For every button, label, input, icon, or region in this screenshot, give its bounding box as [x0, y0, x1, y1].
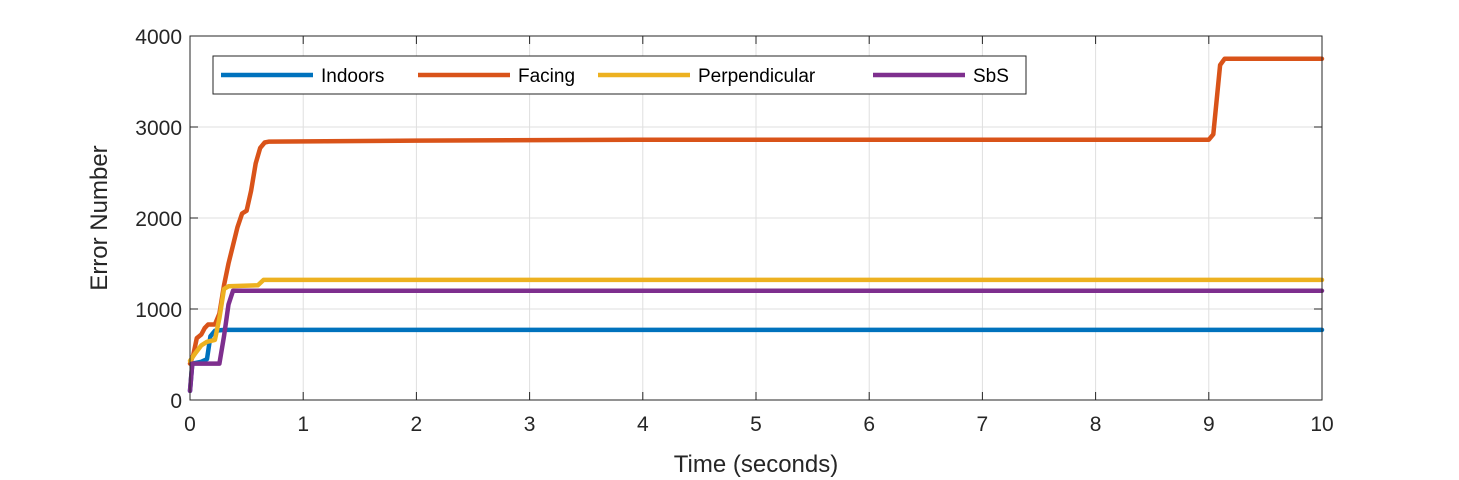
legend-label-perpendicular: Perpendicular: [698, 66, 816, 87]
y-tick-label: 3000: [135, 117, 182, 140]
y-tick-label: 0: [170, 390, 182, 413]
legend-label-sbs: SbS: [973, 66, 1009, 87]
x-tick-label: 9: [1203, 413, 1215, 436]
x-tick-label: 5: [750, 413, 762, 436]
x-tick-label: 0: [184, 413, 196, 436]
y-tick-label: 2000: [135, 208, 182, 231]
legend: Indoors Facing Perpendicular SbS: [212, 55, 1027, 95]
legend-label-facing: Facing: [518, 66, 575, 87]
x-tick-label: 7: [977, 413, 989, 436]
x-tick-label: 6: [863, 413, 875, 436]
x-tick-label: 2: [411, 413, 423, 436]
series-lines: [187, 56, 1325, 394]
y-axis-label: Error Number: [86, 145, 113, 290]
x-axis-label: Time (seconds): [674, 451, 838, 478]
series-line-sbs: [187, 288, 1325, 394]
x-tick-label: 3: [524, 413, 536, 436]
y-tick-label: 1000: [135, 299, 182, 322]
x-tick-label: 8: [1090, 413, 1102, 436]
legend-label-indoors: Indoors: [321, 66, 384, 87]
x-tick-label: 10: [1310, 413, 1333, 436]
y-tick-label: 4000: [135, 26, 182, 49]
axis-ticks: [189, 35, 1323, 401]
series-line-facing: [187, 56, 1325, 366]
series-line-perpendicular: [187, 277, 1325, 364]
x-tick-label: 4: [637, 413, 649, 436]
x-tick-label: 1: [297, 413, 309, 436]
tick-labels: 0 1 2 3 4 5 6 7 8 9 10 0 1000 2000 3000 4000: [135, 26, 1333, 436]
